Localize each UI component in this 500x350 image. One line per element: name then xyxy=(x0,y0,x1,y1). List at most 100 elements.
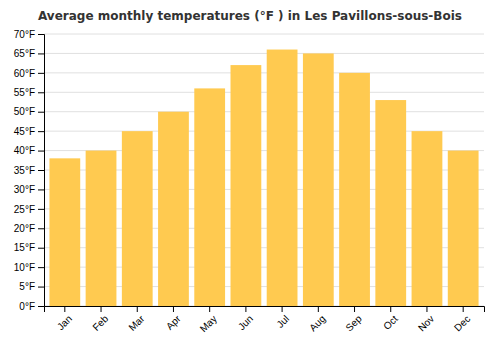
tick-label: Jul xyxy=(274,313,291,330)
tick-label: 25°F xyxy=(14,204,35,215)
x-tick: Dec xyxy=(452,306,472,333)
tick-label: Apr xyxy=(164,313,183,332)
tick-label: 0°F xyxy=(19,301,35,312)
grid-line xyxy=(44,92,484,93)
tick-label: 45°F xyxy=(14,126,35,137)
bar xyxy=(158,112,189,306)
bar xyxy=(339,73,370,306)
y-tick: 55°F xyxy=(14,87,44,98)
x-tick: Jun xyxy=(236,306,255,332)
y-tick: 10°F xyxy=(14,262,44,273)
bar xyxy=(231,65,262,306)
tick-label: Oct xyxy=(381,313,400,332)
x-tick: Jul xyxy=(274,306,291,330)
tick-mark xyxy=(38,306,44,307)
grid-line xyxy=(44,34,484,35)
tick-label: Feb xyxy=(90,313,110,333)
y-tick: 35°F xyxy=(14,165,44,176)
tick-mark xyxy=(38,228,44,229)
tick-mark xyxy=(38,287,44,288)
tick-mark xyxy=(137,306,138,312)
x-axis: Jan Feb Mar Apr May Jun Jul Aug Sep Oct Nov Dec xyxy=(45,306,485,334)
tick-label: 10°F xyxy=(14,262,35,273)
grid xyxy=(44,34,484,306)
tick-label: 35°F xyxy=(14,165,35,176)
tick-mark xyxy=(38,73,44,74)
y-tick: 15°F xyxy=(14,242,44,253)
tick-mark xyxy=(38,151,44,152)
y-tick: 30°F xyxy=(14,184,44,195)
tick-mark xyxy=(38,131,44,132)
tick-label: 55°F xyxy=(14,87,35,98)
tick-label: Mar xyxy=(126,313,146,333)
tick-mark xyxy=(282,306,283,312)
tick-mark xyxy=(390,306,391,312)
y-tick: 65°F xyxy=(14,48,44,59)
x-tick: Oct xyxy=(381,306,400,332)
y-tick: 45°F xyxy=(14,126,44,137)
tick-mark xyxy=(38,170,44,171)
tick-label: Sep xyxy=(343,313,364,334)
bar xyxy=(303,53,334,306)
x-tick: Apr xyxy=(164,306,183,332)
tick-label: 50°F xyxy=(14,106,35,117)
grid-line xyxy=(44,111,484,112)
grid-line xyxy=(44,72,484,73)
y-tick: 50°F xyxy=(14,106,44,117)
tick-mark xyxy=(463,306,464,312)
y-tick: 60°F xyxy=(14,68,44,79)
y-tick: 0°F xyxy=(19,301,44,312)
tick-label: May xyxy=(198,313,219,334)
tick-mark xyxy=(318,306,319,312)
tick-label: Jun xyxy=(236,313,255,332)
tick-mark xyxy=(173,306,174,312)
bar xyxy=(267,50,298,306)
tick-label: 5°F xyxy=(19,281,35,292)
x-tick: Feb xyxy=(90,306,110,333)
bars xyxy=(49,50,478,306)
y-tick: 25°F xyxy=(14,204,44,215)
bar xyxy=(122,131,153,306)
chart: Average monthly temperatures (°F ) in Le… xyxy=(0,0,500,350)
plot: 0°F 5°F 10°F 15°F 20°F 25°F 30°F 35°F 40°F 45°F 50… xyxy=(14,29,485,335)
y-tick: 40°F xyxy=(14,145,44,156)
tick-label: Aug xyxy=(307,313,327,333)
tick-mark xyxy=(354,306,355,312)
tick-mark xyxy=(38,92,44,93)
grid-line xyxy=(44,53,484,54)
bar xyxy=(375,100,406,306)
x-tick: Aug xyxy=(307,306,327,333)
tick-label: Jan xyxy=(55,313,74,332)
bar xyxy=(448,151,479,306)
x-tick: Mar xyxy=(126,306,146,333)
tick-mark xyxy=(38,248,44,249)
x-tick: May xyxy=(198,306,219,334)
tick-mark xyxy=(38,34,44,35)
tick-mark xyxy=(38,53,44,54)
tick-label: 60°F xyxy=(14,68,35,79)
axis-line xyxy=(45,307,485,313)
tick-mark xyxy=(38,267,44,268)
x-tick: Sep xyxy=(343,306,364,333)
tick-label: Dec xyxy=(452,313,472,333)
tick-label: 65°F xyxy=(14,48,35,59)
tick-label: 15°F xyxy=(14,242,35,253)
tick-label: Nov xyxy=(416,313,436,333)
title: Average monthly temperatures (°F ) in Le… xyxy=(38,9,462,23)
bar xyxy=(412,131,443,306)
bar xyxy=(194,88,225,306)
bar xyxy=(49,158,80,306)
tick-label: 30°F xyxy=(14,184,35,195)
y-tick: 5°F xyxy=(19,281,44,292)
tick-mark xyxy=(101,306,102,312)
tick-mark xyxy=(38,209,44,210)
tick-mark xyxy=(245,306,246,312)
y-axis: 0°F 5°F 10°F 15°F 20°F 25°F 30°F 35°F 40°F 45°F 50… xyxy=(14,29,45,312)
x-tick: Jan xyxy=(55,306,74,332)
tick-label: 40°F xyxy=(14,145,35,156)
tick-mark xyxy=(426,306,427,312)
axis-line xyxy=(38,35,45,307)
tick-mark xyxy=(38,112,44,113)
tick-label: 20°F xyxy=(14,223,35,234)
bar xyxy=(86,151,117,306)
